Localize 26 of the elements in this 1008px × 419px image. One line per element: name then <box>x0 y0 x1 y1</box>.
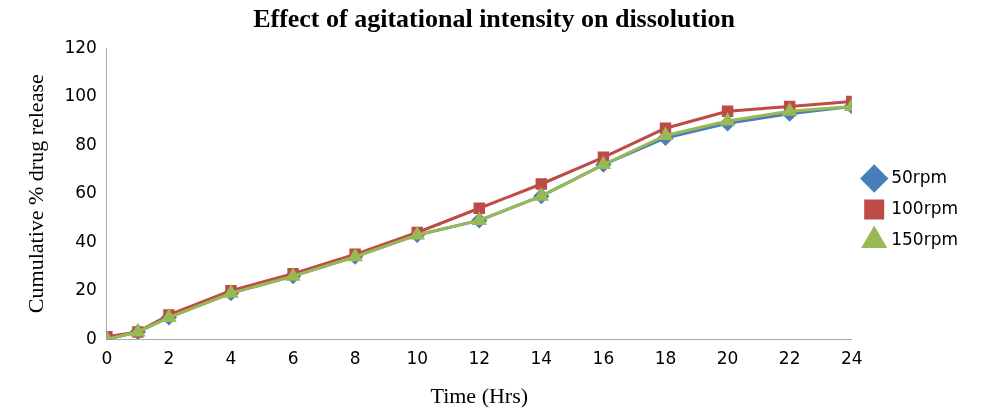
x-tick-label: 4 <box>225 347 237 368</box>
x-tick-label: 16 <box>592 347 615 368</box>
y-tick-label: 60 <box>75 182 97 203</box>
x-tick-label: 20 <box>716 347 739 368</box>
legend-label: 100rpm <box>891 197 959 218</box>
legend-label: 50rpm <box>891 166 948 187</box>
y-tick-label: 20 <box>75 279 97 300</box>
x-tick-label: 24 <box>840 347 863 368</box>
x-tick-label: 22 <box>778 347 801 368</box>
x-tick-label: 12 <box>468 347 491 368</box>
y-tick-label: 120 <box>64 36 97 57</box>
x-axis-title: Time (Hrs) <box>430 382 529 408</box>
x-tick-label: 10 <box>406 347 429 368</box>
y-tick-label: 40 <box>75 230 97 251</box>
x-tick-label: 6 <box>287 347 299 368</box>
x-tick-label: 0 <box>101 347 113 368</box>
y-tick-label: 100 <box>64 85 97 106</box>
y-tick-label: 80 <box>75 133 97 154</box>
x-tick-label: 18 <box>654 347 677 368</box>
y-tick-label: 0 <box>86 327 97 348</box>
chart-title: Effect of agitational intensity on dissolution <box>253 4 736 34</box>
x-tick-label: 14 <box>530 347 553 368</box>
y-axis-title: Cumulative % drug release <box>22 74 48 314</box>
x-tick-label: 8 <box>349 347 361 368</box>
x-tick-label: 2 <box>163 347 175 368</box>
legend-label: 150rpm <box>891 228 959 249</box>
